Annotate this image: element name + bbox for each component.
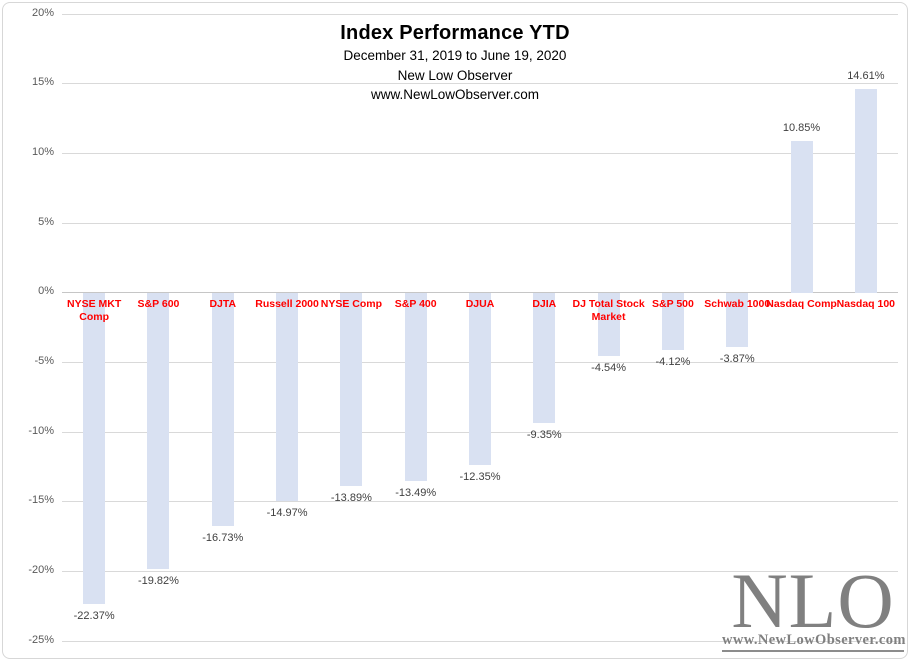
category-label-line: DJTA (209, 297, 237, 310)
bar-russell-2000 (276, 292, 299, 502)
gridline (62, 640, 898, 642)
bar-dj-total-stock-market (597, 292, 620, 356)
bar-djta (211, 292, 234, 526)
bar-s-p-400 (404, 292, 427, 481)
bar-value-label: -22.37% (73, 610, 115, 623)
category-label: S&P 400 (374, 298, 458, 311)
y-axis-tick-label: -15% (28, 494, 54, 507)
gridline (62, 152, 898, 154)
y-axis-tick-label: 15% (31, 76, 54, 89)
category-label: Russell 2000 (245, 298, 329, 311)
gridline (62, 570, 898, 572)
bar-value-label: -9.35% (526, 428, 562, 441)
gridline (62, 13, 898, 15)
category-label: S&P 500 (631, 298, 715, 311)
category-label-line: Schwab 1000 (704, 297, 771, 310)
chart-title: Index Performance YTD (340, 22, 570, 44)
category-label: Nasdaq 100 (824, 298, 908, 311)
category-label-line: S&P 500 (652, 297, 694, 310)
category-label-line: DJ Total Stock (572, 297, 645, 310)
y-axis-tick-label: 5% (38, 215, 54, 228)
y-axis-tick-label: -10% (28, 424, 54, 437)
category-label-line: Russell 2000 (255, 297, 319, 310)
bar-value-label: -3.87% (719, 352, 755, 365)
category-label-line: Nasdaq Comp (766, 297, 837, 310)
category-label-line: S&P 400 (394, 297, 437, 310)
bar-value-label: 14.61% (847, 70, 885, 83)
bar-value-label: 10.85% (782, 122, 821, 135)
bar-s-p-500 (661, 292, 684, 351)
bar-value-label: -12.35% (459, 470, 501, 483)
nlo-logo-text: NLO (731, 557, 895, 644)
y-axis-tick-label: 10% (31, 145, 54, 158)
category-label: DJTA (181, 298, 265, 311)
gridline (62, 501, 898, 503)
bar-nyse-mkt-comp (83, 292, 106, 605)
bar-nyse-comp (340, 292, 363, 487)
nlo-logo: NLO www.NewLowObserver.com (722, 557, 906, 652)
category-label: S&P 600 (116, 298, 200, 311)
category-label-line: DJUA (465, 297, 495, 310)
bar-value-label: -13.89% (330, 492, 372, 505)
category-label: NYSE MKT Comp (52, 298, 136, 324)
chart-website: www.NewLowObserver.com (370, 87, 540, 102)
category-label: NYSE Comp (309, 298, 393, 311)
bar-nasdaq-comp (790, 141, 813, 293)
bar-nasdaq-100 (854, 89, 877, 293)
category-label-line: DJIA (532, 297, 557, 310)
y-axis-tick-label: -20% (28, 563, 54, 576)
category-label-line: NYSE Comp (320, 297, 382, 310)
bar-value-label: -13.49% (395, 486, 437, 499)
gridline (62, 222, 898, 224)
y-axis-tick-label: 0% (38, 285, 54, 298)
bar-djua (469, 292, 491, 465)
category-label-line: Nasdaq 100 (836, 297, 896, 310)
bar-value-label: -14.97% (266, 507, 308, 520)
category-label: Schwab 1000 (695, 298, 779, 311)
category-label-line: Market (591, 310, 626, 323)
nlo-logo-url: www.NewLowObserver.com (722, 632, 906, 648)
category-label-line: Comp (79, 310, 110, 323)
bar-value-label: -16.73% (202, 531, 244, 544)
y-axis-tick-label: -5% (34, 354, 54, 367)
category-label-line: S&P 600 (137, 297, 180, 310)
bar-djia (533, 292, 556, 423)
y-axis-tick-label: 20% (31, 6, 54, 19)
gridline (62, 83, 898, 85)
category-label: DJ Total Stock Market (567, 298, 651, 324)
y-axis-tick-label: -25% (28, 633, 54, 646)
chart-source: New Low Observer (397, 67, 513, 83)
bar-value-label: -4.54% (591, 361, 627, 374)
bar-value-label: -19.82% (137, 574, 179, 587)
chart-date-range: December 31, 2019 to June 19, 2020 (343, 48, 567, 63)
bar-value-label: -4.12% (655, 356, 691, 369)
category-label: Nasdaq Comp (760, 298, 844, 311)
category-label: DJIA (502, 298, 586, 311)
category-label-line: NYSE MKT (67, 297, 122, 310)
category-label: DJUA (438, 298, 522, 311)
chart-header: Index Performance YTD December 31, 2019 … (0, 21, 910, 105)
bar-schwab-1000 (726, 292, 749, 347)
bar-s-p-600 (147, 292, 170, 569)
